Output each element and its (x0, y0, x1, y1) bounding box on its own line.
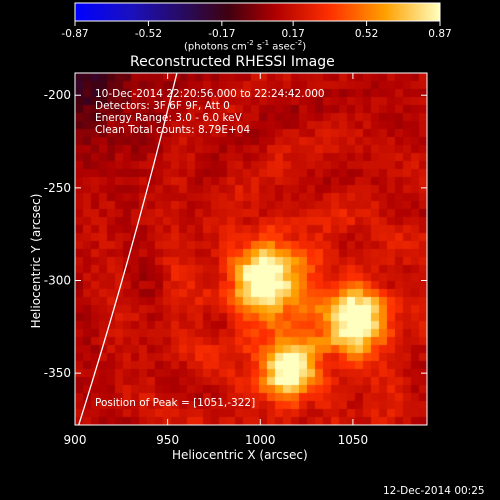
x-tick-label: 900 (64, 433, 87, 447)
y-tick-label: -200 (44, 88, 71, 102)
colorbar-ticks: -0.87 -0.52 -0.17 0.17 0.52 0.87 (61, 21, 452, 40)
annotation-time: 10-Dec-2014 22:20:56.000 to 22:24:42.000 (95, 88, 325, 100)
y-tick-label: -350 (44, 366, 71, 380)
x-axis-label: Heliocentric X (arcsec) (172, 448, 308, 462)
y-axis-label: Heliocentric Y (arcsec) (29, 193, 43, 329)
annotation-energy: Energy Range: 3.0 - 6.0 keV (95, 112, 242, 124)
x-tick-label: 1000 (245, 433, 276, 447)
x-tick-label: 1050 (338, 433, 369, 447)
footer-timestamp: 12-Dec-2014 00:25 (383, 485, 485, 497)
y-tick-label: -300 (44, 273, 71, 287)
colorbar-tick-label: 0.87 (428, 28, 451, 40)
colorbar-tick-label: 0.52 (355, 28, 378, 40)
annotation-peak: Position of Peak = [1051,-322] (95, 397, 256, 409)
colorbar (74, 2, 441, 22)
x-tick-label: 950 (156, 433, 179, 447)
chart-title: Reconstructed RHESSI Image (130, 54, 335, 70)
solar-limb-line (78, 72, 178, 426)
colorbar-tick-label: 0.17 (281, 28, 304, 40)
colorbar-area: -0.87 -0.52 -0.17 0.17 0.52 0.87 (61, 2, 452, 40)
annotation-detectors: Detectors: 3F 6F 9F, Att 0 (95, 100, 230, 112)
colorbar-unit: (photons cm-2 s-1 asec-2) (184, 39, 307, 53)
heatmap-image (75, 73, 427, 425)
axis-ticks: 900 950 1000 1050 -200 -250 -300 -350 (44, 73, 427, 447)
colorbar-tick-label: -0.52 (135, 28, 162, 40)
colorbar-tick-label: -0.87 (61, 28, 88, 40)
annotation-clean: Clean Total counts: 8.79E+04 (95, 124, 251, 136)
plot-frame (74, 72, 428, 426)
y-tick-label: -250 (44, 181, 71, 195)
colorbar-tick-label: -0.17 (208, 28, 235, 40)
